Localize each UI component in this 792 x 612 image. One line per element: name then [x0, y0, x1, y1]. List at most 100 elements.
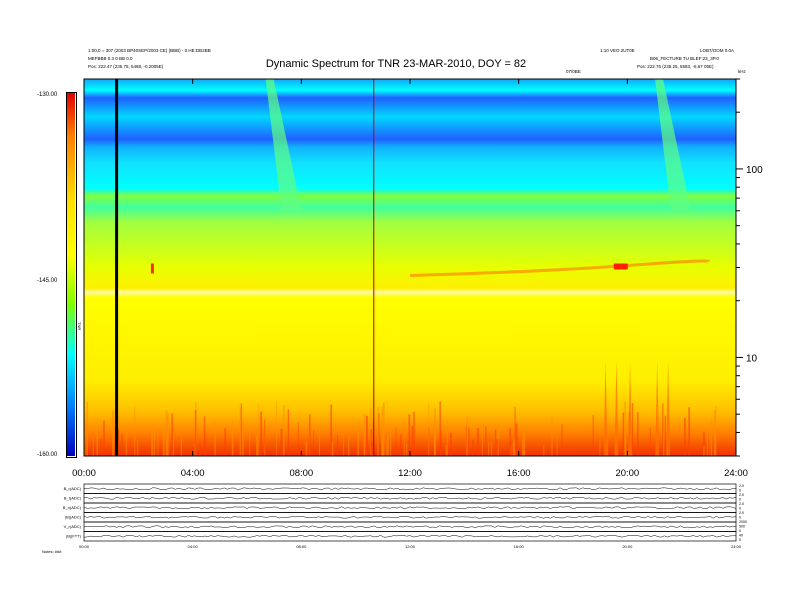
noise-spike [637, 412, 639, 456]
panel-label: V_r(ADC) [64, 524, 82, 529]
noise-spike [561, 423, 563, 456]
meta-left-line3: Pos: 222.47 (235.75, 5468, -0.2005E) [88, 64, 164, 69]
noise-spike [198, 443, 201, 456]
noise-spike [378, 412, 380, 456]
noise-spike [446, 420, 448, 456]
noise-spike [172, 435, 175, 456]
noise-spike [523, 432, 526, 456]
x-tick-label: 16:00 [507, 468, 531, 479]
noise-spike [663, 430, 665, 456]
noise-spike [512, 442, 515, 456]
noise-spike [239, 406, 241, 456]
axes-layer: 00:00 04:00 08:00 12:00 16:00 20:00 24:00 100 10 [72, 78, 763, 479]
noise-spike [543, 445, 545, 456]
noise-spike [556, 431, 558, 456]
noise-spike [434, 408, 437, 456]
noise-spike [153, 423, 156, 456]
panel-right-tick: 40 [739, 534, 743, 538]
panel-trace [83, 516, 737, 519]
data-gap-line [115, 79, 119, 456]
colorbar-label-bottom: -160.00 [37, 452, 58, 458]
noise-spike [287, 409, 290, 456]
panel-trace [83, 506, 737, 509]
noise-spike [203, 416, 205, 456]
y-tick-label: 10 [746, 353, 758, 364]
noise-spike [134, 406, 136, 456]
meta-right-line4: Pos: 222.76 (235.25, 5583, -5.67 05E) [637, 64, 714, 69]
noise-spike [224, 428, 226, 456]
burst-spike [603, 361, 608, 456]
noise-spike [99, 439, 102, 456]
noise-spike [607, 427, 609, 456]
noise-spike [171, 445, 173, 456]
panel-right-tick: 2.0 [739, 493, 744, 497]
panel-frame [83, 483, 737, 494]
panel-bottom-tick: 12:00 [405, 544, 416, 549]
noise-spike [487, 441, 489, 456]
colorbar-label-top: -130.00 [37, 92, 58, 98]
noise-spike [264, 419, 266, 456]
burst-spike [628, 361, 633, 456]
noise-spike [496, 439, 499, 456]
meta-right-line3: B06_FECTURB TU BLEF:23_3P.0 [650, 56, 719, 61]
panel-right-tick: 0 [739, 516, 741, 520]
x-tick-label: 08:00 [289, 468, 313, 479]
noise-spike [305, 441, 308, 456]
panel-right-tick: 500 [739, 525, 745, 529]
noise-spike [192, 445, 195, 456]
noise-spike [485, 426, 487, 456]
freq-unit-label: kHz [738, 69, 746, 74]
spectrogram-background [84, 79, 736, 456]
noise-spike [166, 413, 169, 456]
noise-spike [363, 414, 366, 456]
panel-right-tick: 2.0 [739, 511, 744, 515]
noise-spike [318, 434, 320, 456]
burst-spike [655, 361, 660, 456]
noise-spike [121, 434, 123, 456]
meta-right-line2: LOB7/OOM 0.0A [700, 48, 735, 53]
noise-spike [468, 427, 470, 456]
noise-spike [297, 423, 299, 456]
noise-spike [406, 443, 408, 456]
meta-marker: 07/0BE [566, 69, 581, 74]
noise-spike [96, 432, 99, 456]
panel-label: B_n(ADC) [63, 505, 82, 510]
noise-spike [450, 432, 452, 456]
noise-spike [299, 444, 301, 456]
noise-spike [709, 422, 711, 456]
noise-spike [622, 412, 625, 456]
noise-spike [84, 424, 86, 456]
panel-frame [83, 502, 737, 513]
y-tick-label: 100 [746, 165, 763, 176]
noise-spike [490, 442, 493, 456]
noise-spike [242, 422, 244, 456]
noise-spike [280, 428, 283, 456]
noise-spike [495, 429, 497, 456]
noise-spike [240, 403, 242, 456]
panel-right-tick: 0 [739, 489, 741, 493]
noise-spike [331, 441, 334, 456]
noise-spike [649, 427, 651, 456]
noise-spike [385, 438, 388, 456]
panel-bottom-tick: 00:00 [79, 544, 90, 549]
noise-spike [365, 415, 368, 456]
noise-spike [439, 401, 441, 456]
noise-spike [165, 410, 168, 456]
noise-spike [400, 434, 402, 456]
x-tick-label: 12:00 [398, 468, 422, 479]
noise-spike [382, 402, 385, 456]
noise-spike [551, 417, 553, 456]
noise-spike [440, 431, 442, 456]
x-tick-label: 24:00 [724, 468, 748, 479]
panel-trace [83, 535, 736, 538]
noise-spike [86, 401, 88, 456]
noise-spike [713, 410, 716, 456]
meta-left-line1: 1:00,0 = 307 (2003 BP40SEP/2003 CE) (BBB… [88, 48, 211, 53]
emission-band [409, 259, 711, 277]
noise-spike [434, 433, 436, 456]
noise-spike [381, 421, 384, 456]
noise-spike [260, 411, 263, 456]
noise-spike [395, 427, 397, 456]
panel-right-tick: 2.0 [739, 502, 744, 506]
panel-footer-label: Notes: ### [42, 549, 62, 554]
